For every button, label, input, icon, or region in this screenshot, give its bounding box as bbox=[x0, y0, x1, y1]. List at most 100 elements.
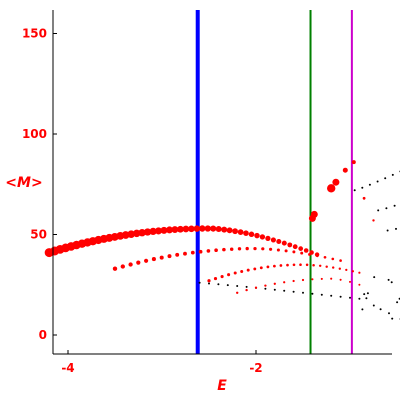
red-point bbox=[167, 254, 172, 259]
red-point bbox=[342, 167, 348, 173]
black-point bbox=[390, 281, 393, 284]
red-point bbox=[136, 260, 141, 265]
red-point bbox=[245, 246, 249, 251]
red-point bbox=[283, 281, 286, 284]
red-point bbox=[227, 273, 231, 277]
red-point bbox=[348, 280, 352, 283]
red-point bbox=[213, 277, 218, 281]
red-point bbox=[298, 246, 304, 251]
black-point bbox=[368, 183, 371, 186]
black-point bbox=[361, 308, 364, 311]
black-point bbox=[366, 292, 369, 295]
y-tick-label: 150 bbox=[22, 27, 47, 41]
red-point bbox=[332, 178, 340, 186]
red-point bbox=[127, 230, 135, 238]
red-point bbox=[372, 219, 375, 222]
red-point bbox=[310, 210, 318, 218]
red-point bbox=[177, 225, 184, 233]
red-point bbox=[204, 225, 211, 232]
red-point bbox=[236, 291, 239, 294]
red-point bbox=[281, 240, 287, 246]
red-point bbox=[311, 278, 314, 281]
red-point bbox=[259, 266, 263, 270]
red-point bbox=[220, 275, 224, 279]
black-point bbox=[339, 295, 342, 298]
black-point bbox=[395, 227, 397, 230]
red-point bbox=[305, 263, 309, 267]
red-point bbox=[160, 226, 168, 234]
black-point bbox=[385, 207, 388, 210]
red-point bbox=[331, 257, 335, 261]
red-point bbox=[259, 234, 266, 240]
red-point bbox=[351, 270, 355, 273]
red-point bbox=[245, 288, 248, 292]
red-point bbox=[112, 266, 118, 271]
red-point bbox=[273, 264, 276, 268]
black-point bbox=[379, 308, 382, 311]
red-point bbox=[253, 267, 257, 271]
red-point bbox=[287, 242, 293, 248]
red-point bbox=[358, 283, 361, 286]
black-point bbox=[330, 294, 333, 297]
red-point bbox=[332, 266, 335, 269]
red-point bbox=[144, 258, 149, 263]
red-point bbox=[240, 270, 244, 273]
ticks: -4-202050100150 bbox=[22, 27, 263, 376]
red-point bbox=[327, 184, 336, 193]
black-point bbox=[386, 229, 389, 232]
red-point bbox=[190, 250, 195, 255]
black-point bbox=[236, 285, 239, 287]
red-point bbox=[237, 247, 242, 251]
black-point bbox=[391, 173, 394, 176]
red-point bbox=[279, 264, 283, 267]
red-point bbox=[320, 277, 323, 280]
x-axis-label: E bbox=[217, 378, 227, 394]
red-point bbox=[175, 252, 180, 257]
red-point bbox=[207, 279, 211, 283]
y-tick-label: 100 bbox=[22, 127, 47, 141]
red-point bbox=[266, 265, 270, 269]
y-axis-label: <M> bbox=[5, 175, 42, 191]
red-point bbox=[210, 225, 217, 232]
red-point bbox=[143, 228, 152, 236]
red-point bbox=[132, 229, 141, 238]
red-point bbox=[323, 255, 327, 259]
red-point bbox=[183, 251, 187, 256]
red-point bbox=[243, 230, 249, 237]
black-point bbox=[264, 287, 267, 290]
red-point bbox=[292, 250, 296, 254]
black-point bbox=[384, 177, 387, 180]
red-point bbox=[362, 196, 366, 200]
red-point bbox=[237, 229, 244, 235]
red-point bbox=[182, 225, 190, 233]
black-point bbox=[376, 180, 379, 183]
red-point bbox=[215, 225, 222, 233]
red-point bbox=[128, 262, 133, 267]
red-point bbox=[345, 268, 348, 272]
black-point bbox=[377, 209, 380, 212]
black-point bbox=[208, 282, 210, 285]
red-point bbox=[308, 252, 311, 256]
black-point bbox=[363, 293, 366, 296]
red-point bbox=[276, 238, 282, 245]
black-point bbox=[311, 292, 314, 295]
red-point bbox=[264, 284, 267, 287]
y-tick-label: 0 bbox=[39, 328, 47, 342]
red-point bbox=[254, 286, 258, 289]
red-point bbox=[265, 235, 271, 242]
red-point bbox=[171, 226, 179, 234]
red-point bbox=[339, 259, 342, 262]
y-tick-label: 50 bbox=[30, 228, 47, 242]
red-point bbox=[229, 247, 234, 251]
red-point bbox=[300, 251, 304, 255]
red-point bbox=[358, 271, 361, 274]
red-point bbox=[261, 247, 265, 251]
red-point bbox=[226, 227, 233, 234]
red-point bbox=[222, 247, 226, 252]
black-point bbox=[353, 189, 356, 192]
red-point bbox=[273, 282, 276, 285]
red-point bbox=[149, 227, 157, 236]
black-point bbox=[320, 293, 323, 296]
red-point bbox=[292, 244, 298, 250]
red-point bbox=[246, 268, 250, 272]
